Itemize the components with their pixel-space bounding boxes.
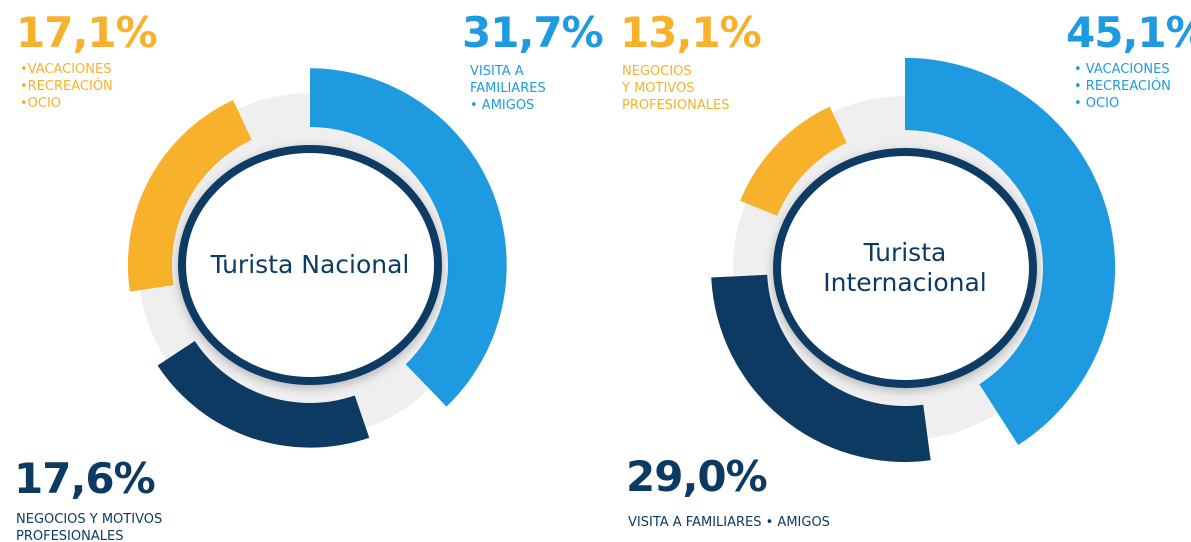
category-label: • VACACIONES • RECREACIÓN • OCIO xyxy=(1074,62,1171,111)
center-circle xyxy=(773,148,1037,388)
category-label: NEGOCIOS Y MOTIVOS PROFESIONALES xyxy=(16,512,163,542)
value-label: 17,6% xyxy=(14,454,156,503)
category-label: VISITA A FAMILIARES • AMIGOS xyxy=(470,64,546,113)
donut-segment xyxy=(157,340,370,448)
value-label: 17,1% xyxy=(16,8,158,57)
center-title: Turista Internacional xyxy=(823,238,987,297)
value-label: 45,1% xyxy=(1066,8,1191,57)
category-label: VISITA A FAMILIARES • AMIGOS xyxy=(628,515,830,530)
value-label: 29,0% xyxy=(626,452,768,501)
category-label: •VACACIONES •RECREACIÓN •OCIO xyxy=(20,62,113,111)
center-title: Turista Nacional xyxy=(210,250,410,279)
donut-segment xyxy=(905,57,1116,446)
center-circle xyxy=(178,145,442,385)
donut-segment xyxy=(127,99,252,292)
donut-segment xyxy=(740,106,847,216)
value-label: 31,7% xyxy=(462,8,604,57)
value-label: 13,1% xyxy=(620,8,762,57)
donut-segment xyxy=(310,68,507,407)
category-label: NEGOCIOS Y MOTIVOS PROFESIONALES xyxy=(622,64,730,113)
donut-segment xyxy=(711,274,931,462)
